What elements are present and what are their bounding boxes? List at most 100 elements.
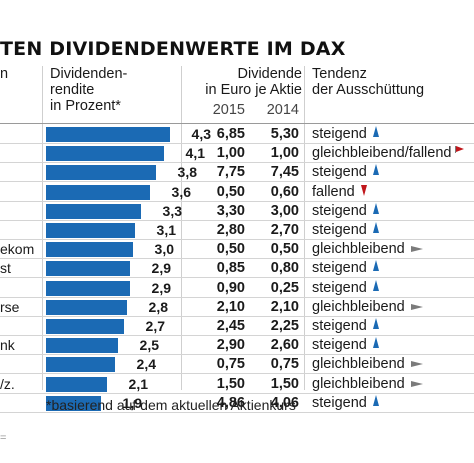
dividend-2014-value: 4,06 (270, 394, 299, 411)
table-row: st 2,9 0,85 0,80 steigend (0, 259, 474, 279)
trend-cell: gleichbleibend (312, 299, 423, 315)
trend-flat-icon (410, 380, 423, 387)
yield-bar (46, 223, 135, 238)
dividend-2015-value: 0,50 (216, 183, 245, 200)
column-header-yield-line-1: Dividenden- (50, 66, 128, 82)
table-row: 3,3 3,30 3,00 steigend (0, 202, 474, 221)
column-header-company: n (0, 66, 8, 82)
trend-up-icon (372, 318, 379, 329)
trend-label: steigend (312, 164, 367, 181)
table-row: 3,6 0,50 0,60 fallend (0, 183, 474, 202)
row-divider (0, 258, 474, 260)
dividend-2015-value: 2,90 (216, 337, 245, 354)
dividend-2015-value: 7,75 (216, 164, 245, 181)
dividend-2014-value: 2,60 (270, 337, 299, 354)
dividend-2014-value: 0,60 (270, 183, 299, 200)
column-separator (304, 66, 305, 390)
dividend-2015-value: 2,80 (216, 222, 245, 238)
trend-cell: steigend (312, 318, 379, 334)
row-label: ekom (0, 241, 35, 258)
trend-cell: steigend (312, 164, 379, 180)
yield-bar (46, 203, 141, 219)
trend-up-icon (372, 164, 379, 176)
trend-label: steigend (312, 279, 367, 296)
row-label: rse (0, 298, 20, 315)
table-row: 1,9 4,86 4,06 steigend (0, 394, 474, 413)
chart-title: TEN DIVIDENDENWERTE IM DAX (0, 38, 346, 60)
row-divider (0, 239, 474, 240)
yield-bar (46, 261, 130, 277)
trend-up-icon (372, 202, 379, 214)
trend-cell: gleichbleibend/fallend (312, 145, 465, 161)
dividend-2015-value: 4,86 (216, 394, 245, 411)
column-separator (181, 66, 182, 390)
column-header-dividend-line-1: Dividende (237, 66, 303, 82)
yield-bar (46, 395, 101, 411)
trend-cell: steigend (312, 222, 379, 238)
row-divider (0, 315, 474, 317)
row-label: /z. (0, 375, 15, 392)
dividend-2014-value: 2,10 (270, 298, 299, 315)
yield-bar (46, 242, 133, 258)
table-row: 3,1 2,80 2,70 steigend (0, 221, 474, 240)
year-header-2014: 2014 (266, 102, 299, 118)
column-header-dividend: Dividende in Euro je Aktie (186, 66, 302, 98)
trend-up-icon (372, 126, 379, 137)
dividend-2015-value: 0,85 (216, 260, 245, 277)
trend-label: gleichbleibend/fallend (312, 145, 452, 162)
row-label: st (0, 260, 11, 277)
row-divider (0, 392, 474, 394)
trend-down-icon (360, 184, 367, 196)
dividend-2015-value: 6,85 (216, 126, 245, 142)
row-divider (0, 354, 474, 356)
row-divider (0, 335, 474, 336)
yield-value-label: 2,9 (151, 279, 171, 296)
trend-cell: gleichbleibend (312, 376, 423, 392)
dividend-2014-value: 1,00 (270, 145, 299, 162)
trend-cell: steigend (312, 126, 379, 142)
trend-label: gleichbleibend (312, 241, 405, 258)
year-header-2015: 2015 (212, 102, 245, 118)
trend-cell: gleichbleibend (312, 241, 423, 257)
header-divider (0, 123, 474, 124)
yield-value-label: 2,1 (128, 375, 148, 392)
row-divider (0, 181, 474, 183)
yield-value-label: 2,5 (139, 337, 159, 354)
dividend-2014-value: 5,30 (270, 126, 299, 142)
trend-flag-icon (455, 146, 465, 154)
dividend-2015-value: 0,75 (216, 356, 245, 373)
trend-up-icon (372, 337, 379, 349)
trend-up-icon (372, 279, 379, 291)
column-header-trend-line-1: Tendenz (312, 66, 367, 82)
trend-label: gleichbleibend (312, 375, 405, 392)
dividend-2014-value: 0,25 (270, 279, 299, 296)
yield-value-label: 2,9 (151, 260, 171, 277)
table-row: rse 2,8 2,10 2,10 gleichbleibend (0, 298, 474, 317)
dividend-2015-value: 2,10 (216, 298, 245, 315)
yield-value-label: 1,9 (122, 394, 142, 411)
table-row: 2,4 0,75 0,75 gleichbleibend (0, 355, 474, 375)
yield-value-label: 2,4 (136, 356, 156, 373)
table-row: ekom 3,0 0,50 0,50 gleichbleibend (0, 240, 474, 260)
trend-label: steigend (312, 337, 367, 354)
trend-label: steigend (312, 318, 367, 334)
yield-bar (46, 165, 156, 181)
column-header-dividend-line-2: in Euro je Aktie (205, 82, 302, 98)
table-row: 2,9 0,90 0,25 steigend (0, 279, 474, 298)
dividend-2014-value: 0,50 (270, 241, 299, 258)
row-divider (0, 373, 474, 375)
table-row: 2,7 2,45 2,25 steigend (0, 317, 474, 336)
trend-cell: steigend (312, 394, 379, 411)
table-row: 3,8 7,75 7,45 steigend (0, 163, 474, 183)
row-label: nk (0, 337, 15, 354)
dividend-2015-value: 0,90 (216, 279, 245, 296)
dividend-2015-value: 1,50 (216, 375, 245, 392)
trend-cell: steigend (312, 337, 379, 353)
row-divider (0, 143, 474, 144)
row-divider (0, 411, 474, 413)
trend-cell: steigend (312, 260, 379, 276)
yield-value-label: 4,1 (185, 145, 205, 162)
trend-label: fallend (312, 183, 355, 200)
trend-label: steigend (312, 202, 367, 219)
table-row: /z. 2,1 1,50 1,50 gleichbleibend (0, 375, 474, 394)
